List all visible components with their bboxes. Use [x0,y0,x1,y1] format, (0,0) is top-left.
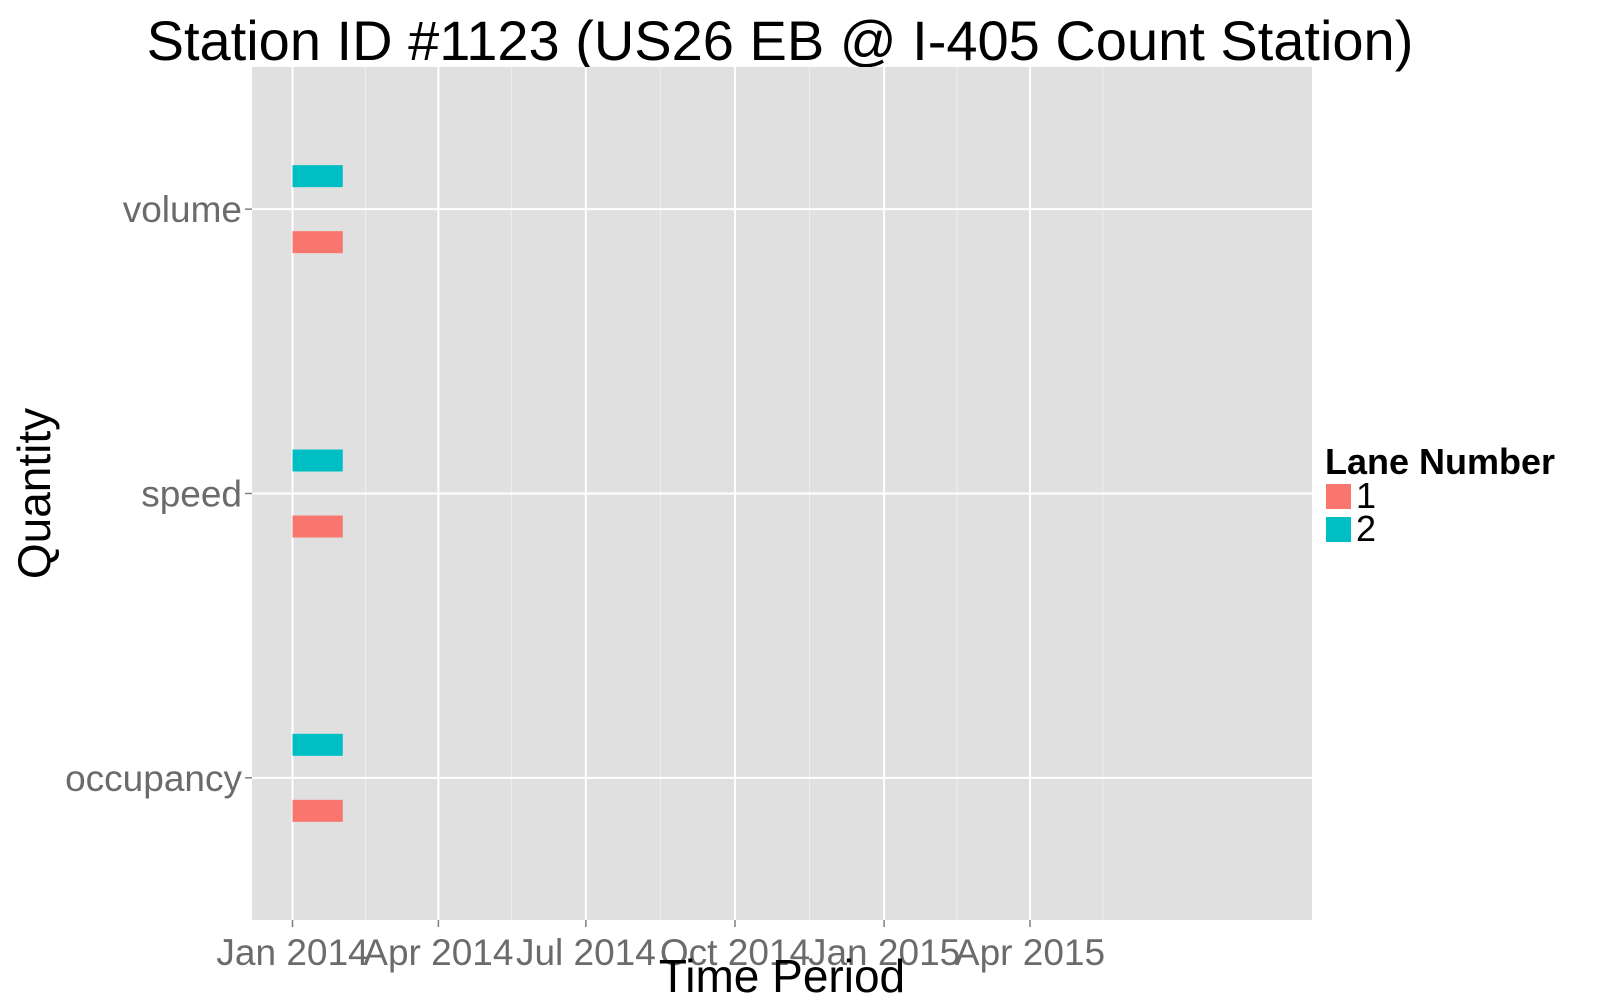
legend-entry-2: 2 [1324,508,1376,549]
legend-label: 1 [1356,475,1376,516]
x-tick-label: Jan 2015 [808,932,960,973]
y-tick-label: occupancy [65,758,242,799]
y-axis-title: Quantity [8,408,60,579]
legend-label: 2 [1356,508,1376,549]
y-tick-label: volume [123,189,242,230]
chart-title: Station ID #1123 (US26 EB @ I-405 Count … [147,9,1414,72]
x-tick-label: Apr 2015 [955,932,1105,973]
bar-lane-2-speed [292,449,343,472]
legend-swatch [1324,515,1353,544]
legend-title: Lane Number [1325,441,1555,482]
y-tick-label: speed [141,474,242,515]
legend: Lane Number 12 [1324,441,1555,549]
bar-lane-1-speed [292,515,343,538]
x-tick-label: Apr 2014 [363,932,513,973]
legend-swatch [1324,482,1353,511]
x-tick-label: Oct 2014 [660,932,810,973]
bar-lane-1-volume [292,231,343,254]
x-tick-label: Jan 2014 [216,932,368,973]
legend-entry-1: 1 [1324,475,1376,516]
x-tick-label: Jul 2014 [516,932,656,973]
grid-layer [252,67,1312,920]
bar-lane-2-occupancy [292,733,343,756]
bar-lane-1-occupancy [292,799,343,822]
bar-layer [292,165,343,822]
x-axis-title: Time Period [659,950,905,1000]
bar-lane-2-volume [292,165,343,188]
